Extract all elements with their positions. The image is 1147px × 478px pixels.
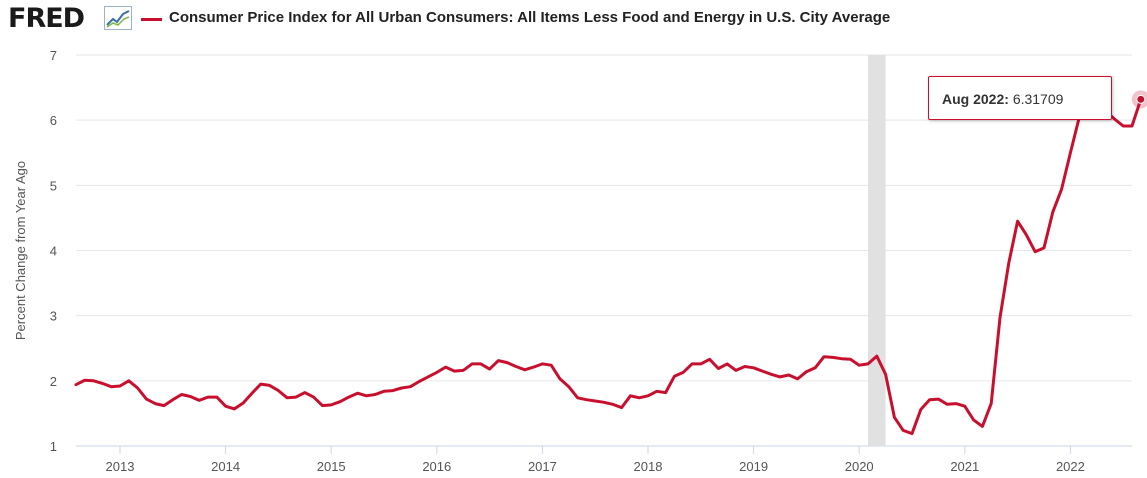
recession-shading [868, 55, 886, 446]
series-line[interactable] [74, 90, 1143, 436]
tooltip-value: 6.31709 [1012, 91, 1064, 107]
grid-lines [76, 54, 1132, 447]
y-axis-title: Percent Change from Year Ago [13, 161, 28, 340]
x-tick-label: 2020 [845, 459, 874, 474]
recession-band [868, 55, 886, 446]
line-chart[interactable]: 1 2 3 4 5 6 7 2013 2014 2015 2016 2017 2018 2019 2020… [0, 38, 1147, 478]
x-tick-label: 2017 [528, 459, 557, 474]
y-tick-label: 5 [50, 178, 57, 193]
legend-series-swatch [141, 18, 162, 21]
chart-header: FRED Consumer Price Index for All Urban … [0, 0, 1147, 38]
y-tick-label: 4 [50, 244, 57, 259]
y-tick-label: 3 [50, 309, 57, 324]
x-tick-label: 2016 [422, 459, 451, 474]
hover-point [1136, 94, 1146, 104]
x-tick-label: 2018 [634, 459, 663, 474]
x-tick-label: 2021 [950, 459, 979, 474]
x-tick-label: 2015 [317, 459, 346, 474]
hover-tooltip: Aug 2022: 6.31709 [928, 76, 1112, 120]
y-tick-label: 2 [50, 374, 57, 389]
fred-logo-chart-icon [104, 6, 132, 30]
series-polyline[interactable] [74, 90, 1143, 436]
x-tick-label: 2022 [1056, 459, 1085, 474]
x-tick-label: 2014 [211, 459, 240, 474]
y-axis-ticks: 1 2 3 4 5 6 7 [50, 48, 57, 454]
y-tick-label: 7 [50, 48, 57, 63]
chart-title: Consumer Price Index for All Urban Consu… [169, 9, 891, 26]
y-tick-label: 6 [50, 113, 57, 128]
y-tick-label: 1 [50, 439, 57, 454]
fred-logo[interactable]: FRED [8, 3, 85, 34]
hover-marker [1131, 90, 1147, 109]
x-tick-label: 2013 [106, 459, 135, 474]
tooltip-date: Aug 2022: [942, 91, 1009, 107]
x-axis-ticks: 2013 2014 2015 2016 2017 2018 2019 2020 2021 2022 [106, 446, 1085, 474]
x-tick-label: 2019 [739, 459, 768, 474]
